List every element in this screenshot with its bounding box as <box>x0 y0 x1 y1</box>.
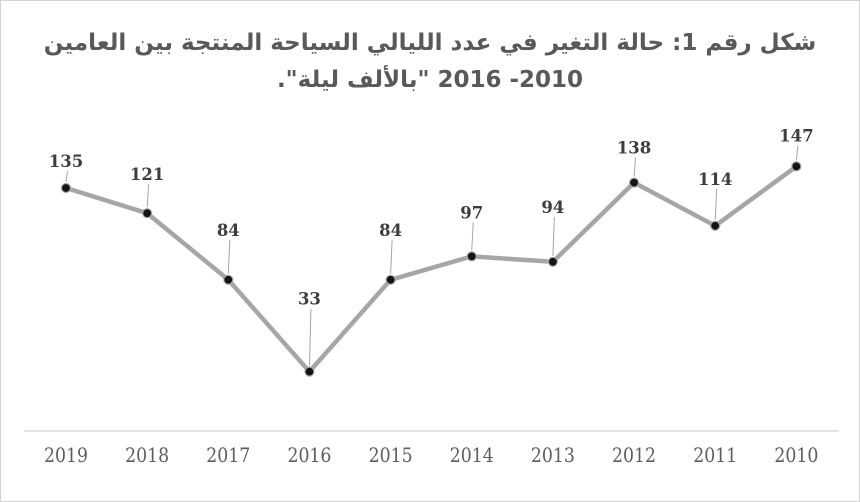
data-point-marker <box>60 182 72 194</box>
data-label-leader-line <box>146 184 150 208</box>
data-line <box>63 164 799 374</box>
data-label-leader-line <box>633 157 637 177</box>
data-point-marker <box>466 251 477 262</box>
x-axis-label: 2015 <box>369 443 413 467</box>
data-point-marker <box>304 366 315 377</box>
data-label-leader-line <box>795 145 799 161</box>
x-axis-label: 2012 <box>612 443 656 467</box>
x-axis-label: 2016 <box>287 443 331 467</box>
data-label-leader-line <box>390 239 393 274</box>
x-axis-label: 2018 <box>125 443 169 467</box>
x-axis-label: 2013 <box>531 443 575 467</box>
data-point-marker <box>223 274 234 285</box>
data-label: 138 <box>617 139 651 158</box>
data-label: 97 <box>460 203 483 222</box>
data-label: 33 <box>298 290 321 309</box>
x-axis-label: 2010 <box>774 443 818 467</box>
chart-title-line1: شكل رقم 1: حالة التغير في عدد الليالي ال… <box>43 30 817 56</box>
x-axis-label: 2011 <box>693 443 737 467</box>
x-axis-label: 2019 <box>44 443 88 467</box>
data-label: 84 <box>217 221 240 240</box>
data-label: 147 <box>779 126 813 145</box>
data-label: 114 <box>698 170 732 189</box>
data-label-leader-line <box>552 216 555 256</box>
data-point-marker <box>628 177 640 188</box>
data-label-leader-line <box>65 170 68 183</box>
data-point-marker <box>547 256 559 267</box>
data-label: 121 <box>130 165 164 184</box>
data-label-leader-line <box>471 222 474 251</box>
data-point-marker <box>710 220 721 231</box>
data-point-marker <box>142 208 153 219</box>
data-label-leader-line <box>714 188 718 220</box>
data-label: 94 <box>541 198 564 217</box>
data-label: 135 <box>49 152 83 171</box>
data-point-marker <box>791 161 802 172</box>
data-label-leader-line <box>227 239 231 274</box>
data-label: 84 <box>379 221 402 240</box>
data-label-leader-line <box>308 308 312 366</box>
x-axis-label: 2014 <box>450 443 494 467</box>
x-axis-label: 2017 <box>206 443 250 467</box>
chart-title: شكل رقم 1: حالة التغير في عدد الليالي ال… <box>21 25 839 99</box>
chart-title-line2: 2010- 2016 "بالألف ليلة". <box>276 67 584 93</box>
data-point-marker <box>385 274 396 285</box>
